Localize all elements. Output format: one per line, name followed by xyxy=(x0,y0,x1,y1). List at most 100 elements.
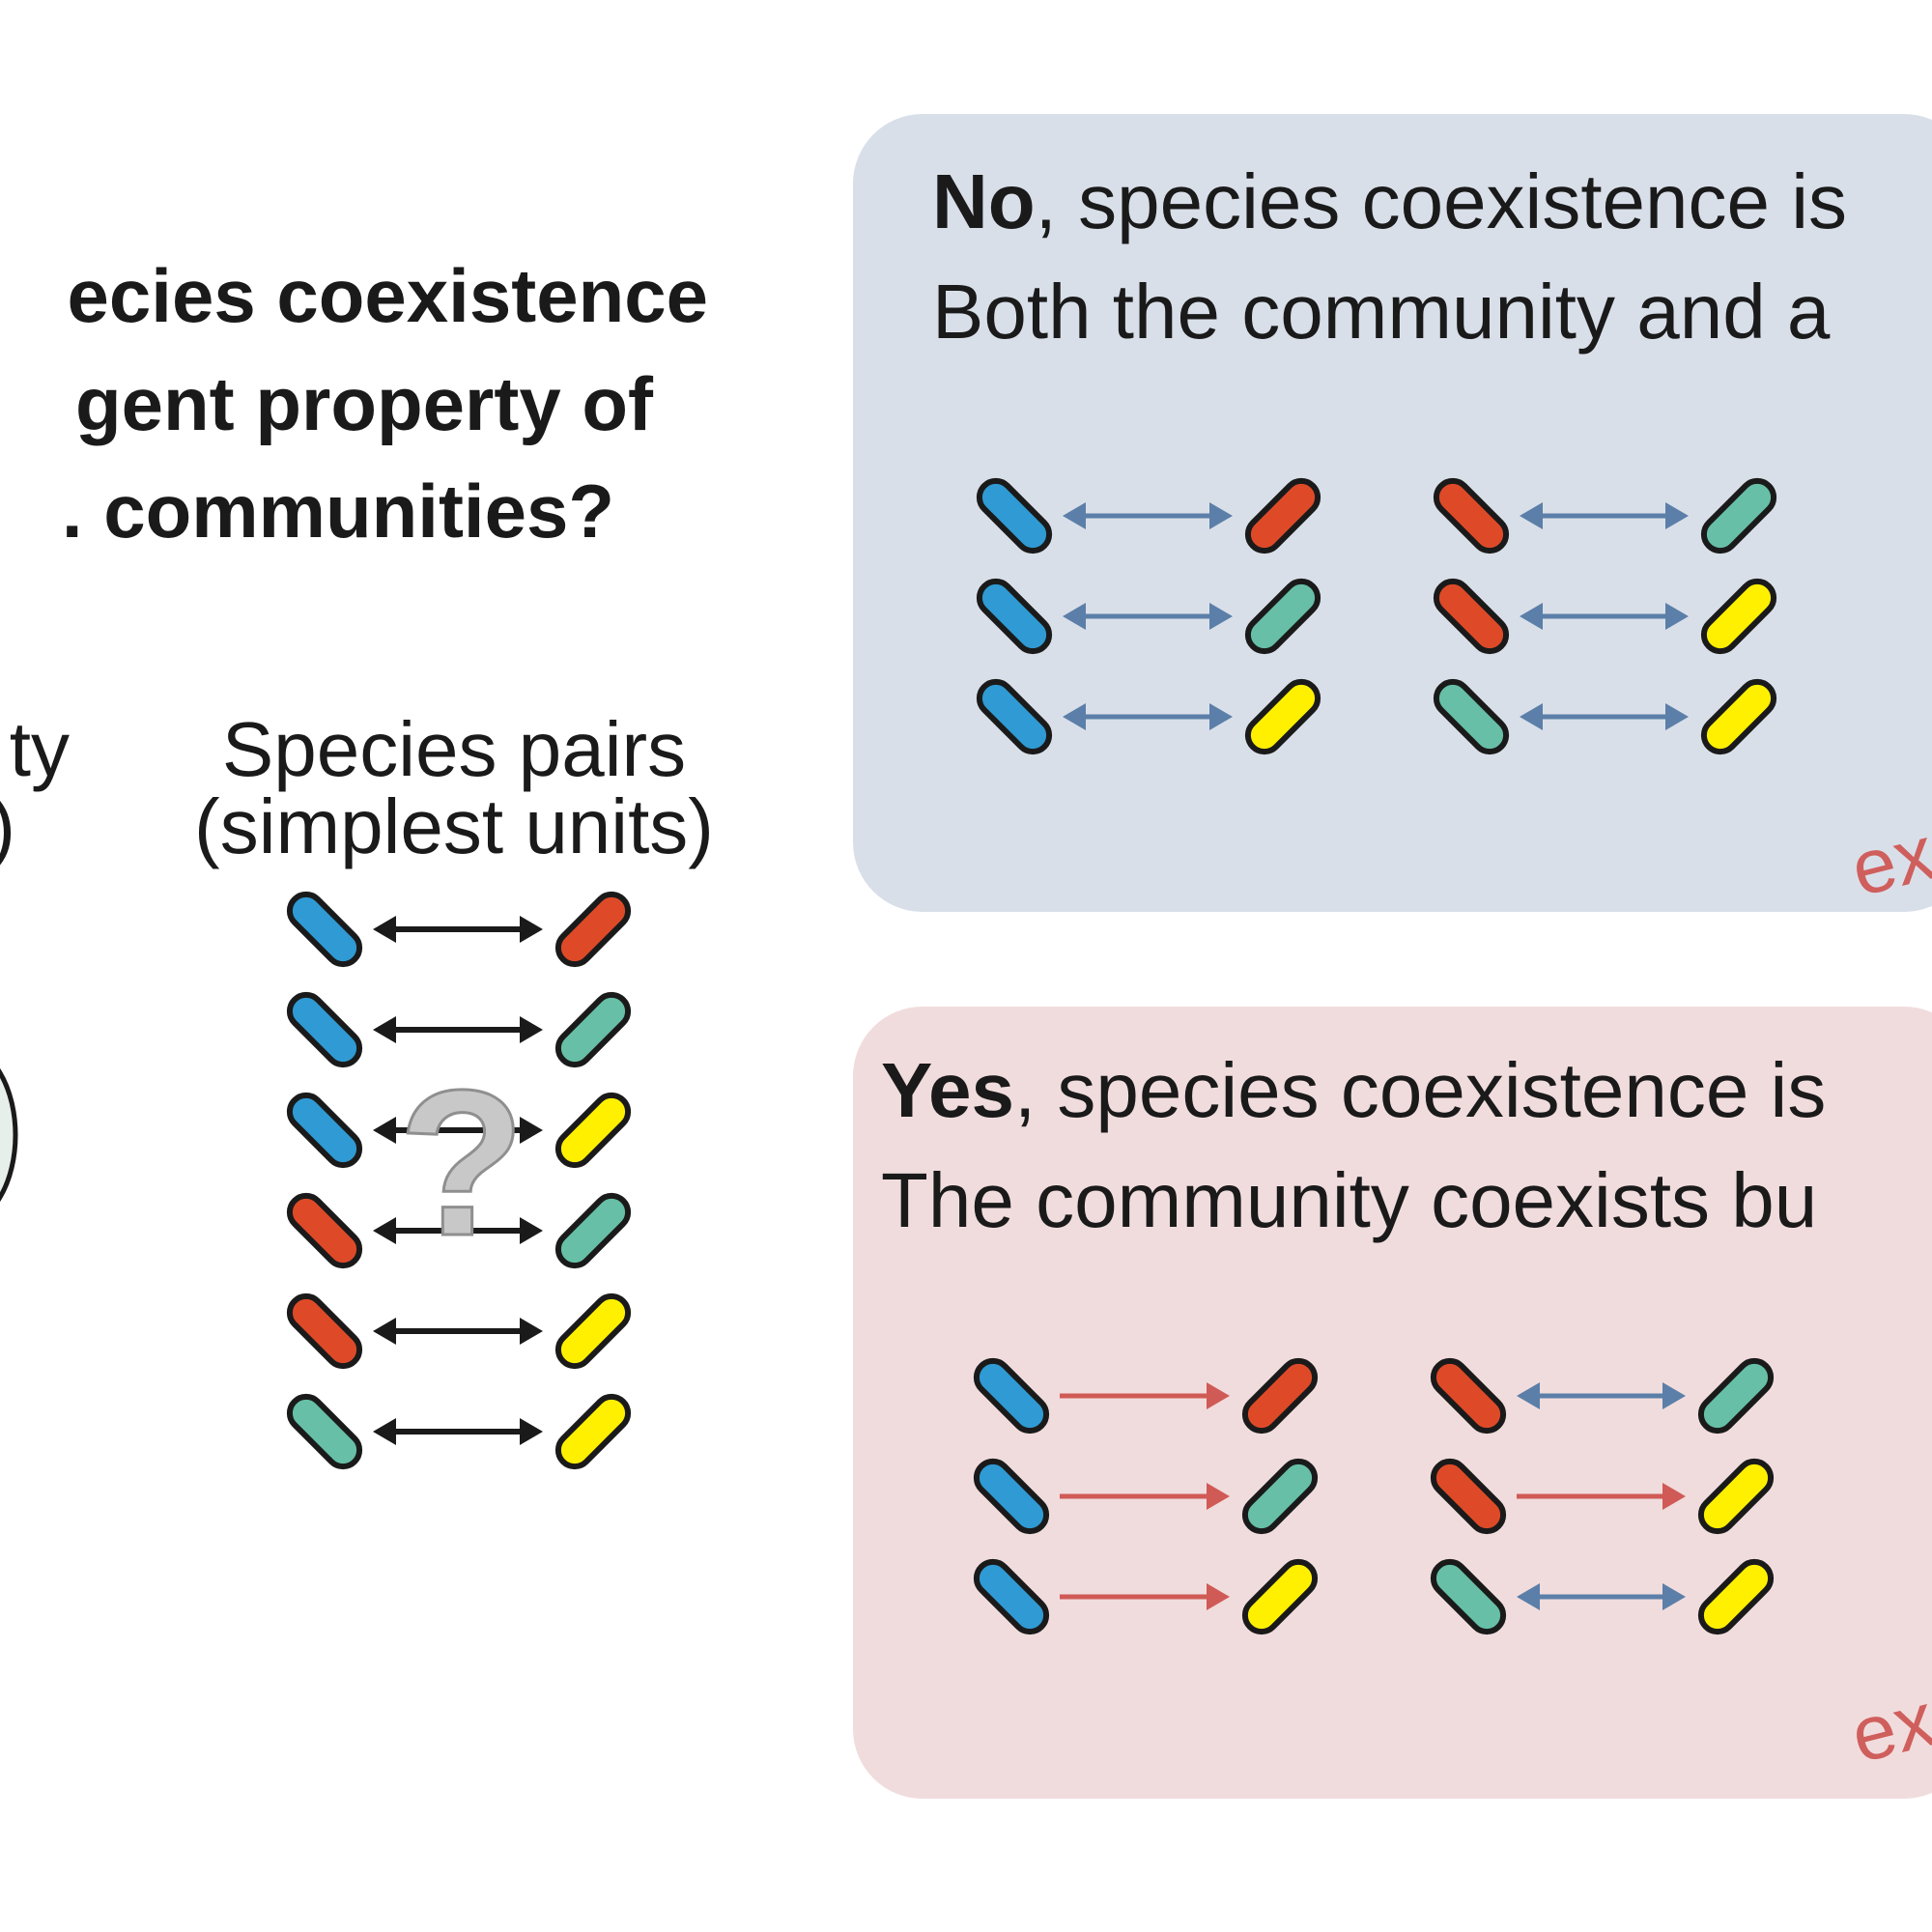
species-pill-blue xyxy=(976,678,1053,755)
panel-yes-line-1-rest: , species coexistence is xyxy=(1014,1047,1826,1133)
species-pill-green xyxy=(286,1393,363,1470)
panel-yes: Yes, species coexistence is The communit… xyxy=(853,1007,1932,1799)
species-pair-row xyxy=(286,1393,632,1470)
species-pairs-label-line-1: Species pairs xyxy=(222,706,686,792)
arrowhead-left xyxy=(1063,502,1086,529)
species-pair-row xyxy=(1430,1458,1775,1535)
arrowhead-left xyxy=(1063,603,1086,630)
question-line-3: . communities? xyxy=(62,469,614,554)
left-pairs-list xyxy=(286,891,632,1470)
panel-no-pairs-left xyxy=(976,477,1321,755)
species-pill-blue xyxy=(286,1092,363,1169)
species-pair-row xyxy=(976,578,1321,655)
species-pair-row xyxy=(973,1458,1319,1535)
species-pairs-label: Species pairs (simplest units) xyxy=(194,706,714,869)
arrowhead-left xyxy=(1517,1382,1540,1409)
arrowhead-left xyxy=(1063,703,1086,730)
species-pill-green xyxy=(1700,477,1777,554)
panel-no: No, species coexistence is Both the comm… xyxy=(853,114,1932,912)
arrowhead-right xyxy=(1662,1583,1686,1610)
species-pill-blue xyxy=(976,477,1053,554)
arrowhead-left xyxy=(1520,603,1543,630)
species-pair-row xyxy=(286,991,632,1068)
arrowhead-right xyxy=(1209,703,1233,730)
species-pill-green xyxy=(1433,678,1510,755)
arrowhead-right xyxy=(1207,1583,1230,1610)
arrowhead-right xyxy=(1209,502,1233,529)
species-pairs-label-line-2: (simplest units) xyxy=(194,783,714,869)
species-pair-row xyxy=(286,891,632,968)
arrowhead-left xyxy=(373,1217,396,1244)
species-pill-yellow xyxy=(1700,678,1777,755)
arrowhead-left xyxy=(373,1016,396,1043)
arrowhead-right xyxy=(1662,1483,1686,1510)
arrowhead-right xyxy=(520,1016,543,1043)
species-pill-green xyxy=(1430,1558,1507,1635)
species-pill-red xyxy=(1241,1357,1319,1435)
species-pair-row xyxy=(1430,1357,1775,1435)
question-line-2: gent property of xyxy=(75,361,654,446)
species-pair-row xyxy=(286,1092,632,1169)
species-pill-yellow xyxy=(554,1293,632,1370)
species-pill-green xyxy=(1241,1458,1319,1535)
species-pill-red xyxy=(554,891,632,968)
arrowhead-left xyxy=(1517,1583,1540,1610)
arrowhead-right xyxy=(1662,1382,1686,1409)
arrowhead-right xyxy=(1209,603,1233,630)
species-pill-red xyxy=(286,1192,363,1269)
arrowhead-right xyxy=(520,916,543,943)
panel-no-bold-word: No xyxy=(932,158,1036,244)
species-pair-row xyxy=(973,1558,1319,1635)
species-pill-red xyxy=(1433,578,1510,655)
panel-no-pairs-right xyxy=(1433,477,1777,755)
panel-yes-pairs-left xyxy=(973,1357,1319,1635)
panel-yes-bold-word: Yes xyxy=(881,1047,1014,1133)
species-pair-row xyxy=(1433,477,1777,554)
species-pill-blue xyxy=(286,991,363,1068)
species-pill-yellow xyxy=(554,1092,632,1169)
species-pair-row xyxy=(976,678,1321,755)
species-pair-row xyxy=(1430,1558,1775,1635)
arrowhead-right xyxy=(520,1217,543,1244)
species-pill-red xyxy=(1430,1458,1507,1535)
community-label-line-2: ) xyxy=(0,783,15,869)
arrowhead-right xyxy=(1665,502,1689,529)
species-pair-row xyxy=(1433,578,1777,655)
panel-no-line-1-rest: , species coexistence is xyxy=(1036,158,1847,244)
community-label: ty ) xyxy=(0,706,70,869)
species-pill-yellow xyxy=(1697,1458,1775,1535)
species-pill-blue xyxy=(973,1357,1050,1435)
species-pill-red xyxy=(1244,477,1321,554)
panel-no-line-1: No, species coexistence is xyxy=(932,158,1847,244)
species-pill-blue xyxy=(973,1558,1050,1635)
species-pill-blue xyxy=(976,578,1053,655)
species-pill-yellow xyxy=(1241,1558,1319,1635)
arrowhead-right xyxy=(520,1318,543,1345)
arrowhead-left xyxy=(1520,703,1543,730)
arrowhead-right xyxy=(520,1117,543,1144)
arrowhead-right xyxy=(1665,703,1689,730)
panel-yes-background xyxy=(853,1007,1932,1799)
panel-no-background xyxy=(853,114,1932,912)
species-pill-yellow xyxy=(1700,578,1777,655)
question-line-1: ecies coexistence xyxy=(68,253,708,338)
arrowhead-right xyxy=(1207,1483,1230,1510)
community-ellipse xyxy=(0,1067,18,1203)
species-pill-red xyxy=(286,1293,363,1370)
species-pill-red xyxy=(1430,1357,1507,1435)
species-pill-red xyxy=(1433,477,1510,554)
species-pill-blue xyxy=(286,891,363,968)
panel-yes-pairs-right xyxy=(1430,1357,1775,1635)
species-pill-yellow xyxy=(1244,678,1321,755)
panel-yes-line-2: The community coexists bu xyxy=(881,1157,1817,1243)
arrowhead-left xyxy=(373,1418,396,1445)
species-pill-blue xyxy=(973,1458,1050,1535)
arrowhead-left xyxy=(1520,502,1543,529)
question-heading: ecies coexistence gent property of . com… xyxy=(62,253,708,554)
species-pill-green xyxy=(1244,578,1321,655)
arrowhead-left xyxy=(373,916,396,943)
arrowhead-left xyxy=(373,1117,396,1144)
panel-no-line-2: Both the community and a xyxy=(932,269,1831,355)
species-pair-row xyxy=(976,477,1321,554)
species-pill-yellow xyxy=(554,1393,632,1470)
